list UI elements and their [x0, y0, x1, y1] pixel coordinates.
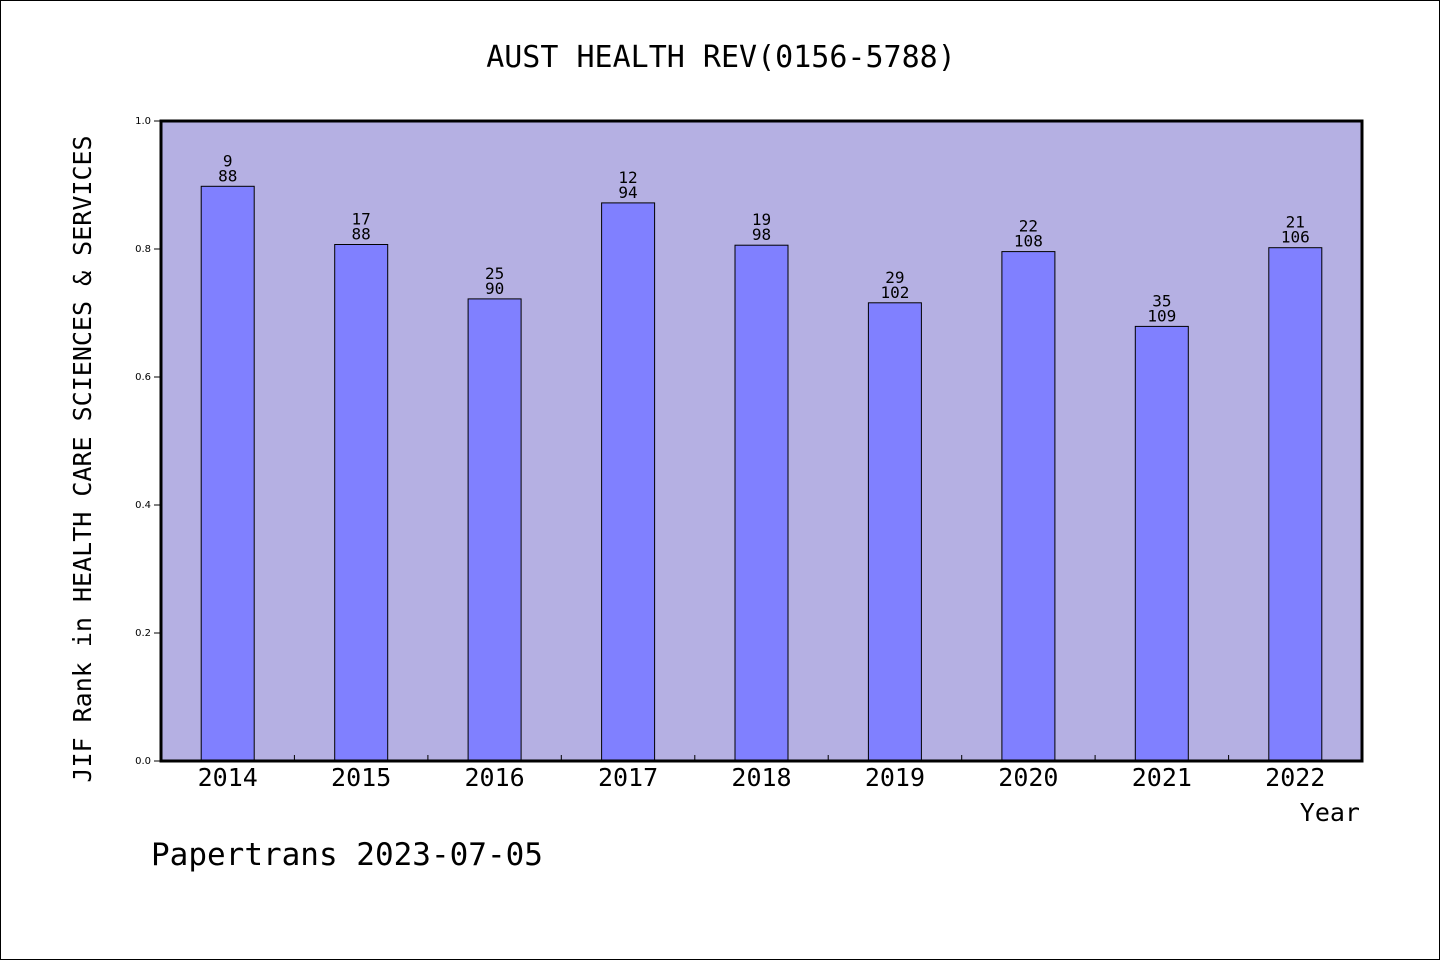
- bar-label-rank-2019: 29: [885, 268, 904, 287]
- bar-label-total-2021: 109: [1147, 306, 1176, 325]
- bar-2016: [467, 298, 522, 762]
- source-note: Papertrans 2023-07-05: [151, 837, 543, 873]
- chart-title: AUST HEALTH REV(0156-5788): [486, 40, 956, 75]
- bar-2021: [1134, 325, 1189, 762]
- x-axis-label: Year: [1300, 798, 1360, 827]
- y-axis-ticks: 0.0 0.2 0.4 0.6 0.8 1.0: [135, 116, 161, 767]
- y-tick-label: 0.2: [135, 628, 151, 639]
- y-tick-label: 0.4: [135, 500, 151, 511]
- y-axis-label: JIF Rank in HEALTH CARE SCIENCES & SERVI…: [68, 135, 97, 782]
- bar-label-total-2016: 90: [485, 279, 504, 298]
- x-tick-label-2014: 2014: [198, 763, 258, 792]
- y-tick-label: 1.0: [135, 116, 151, 127]
- x-tick-label-2017: 2017: [598, 763, 658, 792]
- x-tick-label-2016: 2016: [465, 763, 525, 792]
- x-tick-label-2020: 2020: [998, 763, 1058, 792]
- bar-label-rank-2017: 12: [618, 168, 637, 187]
- bar-label-rank-2014: 9: [223, 151, 233, 170]
- x-tick-label-2022: 2022: [1265, 763, 1325, 792]
- x-tick-label-2021: 2021: [1132, 763, 1192, 792]
- x-axis-ticks: 2014 2015 2016 2017 2018 2019 2020 2021 2022: [198, 755, 1325, 792]
- bar-label-rank-2021: 35: [1152, 291, 1171, 310]
- bar-label-total-2022: 106: [1281, 228, 1310, 247]
- bar-2014: [200, 185, 255, 762]
- plot-border: [159, 119, 1364, 763]
- bar-label-total-2018: 98: [752, 225, 771, 244]
- bar-label-total-2019: 102: [880, 283, 909, 302]
- bar-2018: [734, 244, 789, 762]
- bars-layer: [200, 185, 1323, 762]
- bar-label-total-2014: 88: [218, 166, 237, 185]
- bar-2020: [1001, 251, 1056, 762]
- x-tick-label-2015: 2015: [331, 763, 391, 792]
- bar-label-rank-2022: 21: [1286, 213, 1305, 232]
- bar-label-total-2020: 108: [1014, 232, 1043, 251]
- bar-2015: [334, 244, 389, 762]
- bar-label-rank-2020: 22: [1019, 217, 1038, 236]
- bar-2017: [601, 202, 656, 762]
- bar-label-rank-2018: 19: [752, 210, 771, 229]
- bar-label-rank-2015: 17: [352, 210, 371, 229]
- y-tick-label: 0.8: [135, 244, 151, 255]
- bar-label-total-2017: 94: [618, 183, 637, 202]
- bar-2019: [867, 302, 922, 762]
- y-tick-label: 0.0: [135, 756, 151, 767]
- bar-label-rank-2016: 25: [485, 264, 504, 283]
- x-tick-label-2018: 2018: [731, 763, 791, 792]
- x-tick-label-2019: 2019: [865, 763, 925, 792]
- y-tick-label: 0.6: [135, 372, 151, 383]
- bar-label-total-2015: 88: [352, 225, 371, 244]
- bar-2022: [1268, 247, 1323, 762]
